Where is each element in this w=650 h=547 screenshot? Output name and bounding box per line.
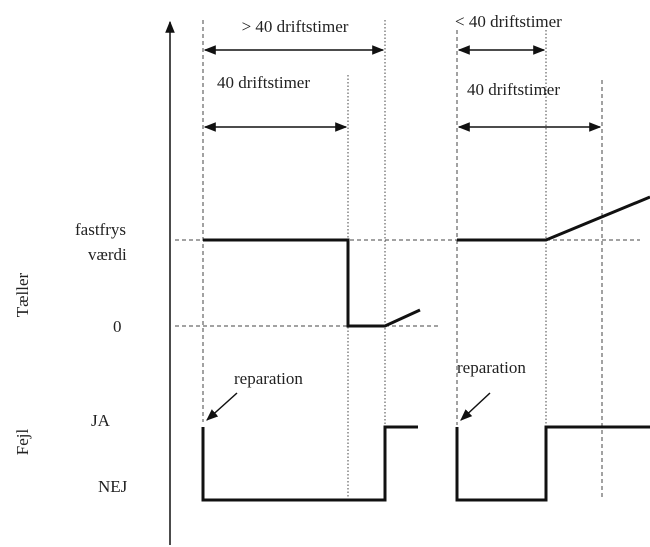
axis-label: Fejl: [13, 429, 32, 456]
fault-signal: [201, 425, 650, 502]
label: > 40 driftstimer: [242, 17, 349, 36]
label: fastfrys: [75, 220, 126, 239]
repair-arrows: [206, 392, 491, 421]
label: 40 driftstimer: [217, 73, 310, 92]
label: < 40 driftstimer: [455, 12, 562, 31]
axis-label: Tæller: [13, 272, 32, 317]
label: JA: [91, 411, 111, 430]
label: NEJ: [98, 477, 128, 496]
label: 40 driftstimer: [467, 80, 560, 99]
label: 0: [113, 317, 122, 336]
label: reparation: [457, 358, 526, 377]
label: reparation: [234, 369, 303, 388]
counter-signal: [203, 195, 650, 328]
label: værdi: [88, 245, 127, 264]
duration-arrows: [203, 45, 602, 132]
